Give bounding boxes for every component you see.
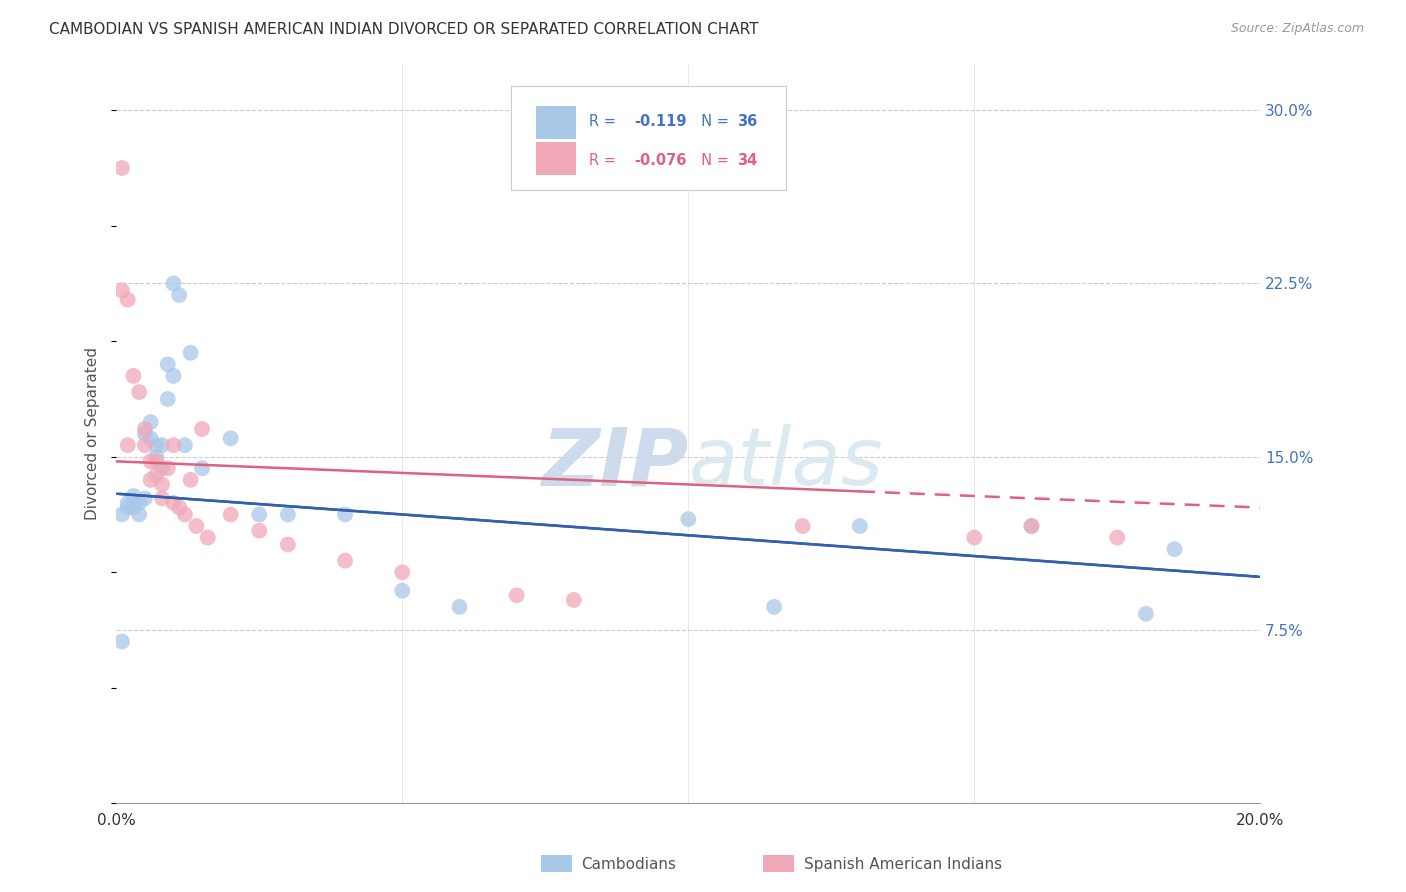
- Point: [139, 415, 162, 429]
- FancyBboxPatch shape: [536, 106, 576, 139]
- Point: [150, 438, 173, 452]
- Point: [122, 500, 145, 515]
- Point: [174, 438, 197, 452]
- Point: [117, 438, 139, 452]
- Text: 34: 34: [738, 153, 758, 168]
- Point: [134, 422, 156, 436]
- Point: [145, 454, 167, 468]
- Point: [150, 477, 173, 491]
- Point: [963, 531, 986, 545]
- Text: Source: ZipAtlas.com: Source: ZipAtlas.com: [1230, 22, 1364, 36]
- Point: [219, 431, 242, 445]
- Point: [128, 496, 150, 510]
- Text: atlas: atlas: [689, 425, 883, 502]
- Point: [145, 450, 167, 464]
- Point: [111, 284, 134, 298]
- Point: [277, 537, 299, 551]
- Point: [219, 508, 242, 522]
- FancyBboxPatch shape: [536, 142, 576, 175]
- Point: [505, 588, 527, 602]
- Text: R =: R =: [589, 114, 620, 129]
- FancyBboxPatch shape: [510, 87, 786, 190]
- Point: [162, 438, 184, 452]
- Text: 36: 36: [738, 114, 758, 129]
- Text: Spanish American Indians: Spanish American Indians: [804, 857, 1002, 871]
- Point: [1021, 519, 1043, 533]
- Point: [117, 496, 139, 510]
- Point: [111, 508, 134, 522]
- Point: [792, 519, 814, 533]
- Point: [122, 489, 145, 503]
- Point: [139, 473, 162, 487]
- Point: [139, 454, 162, 468]
- Point: [391, 566, 413, 580]
- Point: [763, 599, 786, 614]
- Point: [391, 583, 413, 598]
- Point: [150, 491, 173, 506]
- Text: R =: R =: [589, 153, 620, 168]
- Point: [145, 438, 167, 452]
- Point: [174, 508, 197, 522]
- Point: [156, 392, 179, 406]
- Point: [134, 426, 156, 441]
- Text: N =: N =: [692, 153, 733, 168]
- Point: [150, 461, 173, 475]
- Point: [191, 422, 214, 436]
- Text: CAMBODIAN VS SPANISH AMERICAN INDIAN DIVORCED OR SEPARATED CORRELATION CHART: CAMBODIAN VS SPANISH AMERICAN INDIAN DIV…: [49, 22, 759, 37]
- Point: [191, 461, 214, 475]
- Point: [849, 519, 872, 533]
- Point: [128, 385, 150, 400]
- Point: [277, 508, 299, 522]
- Point: [1135, 607, 1157, 621]
- Point: [117, 500, 139, 515]
- Point: [134, 491, 156, 506]
- Point: [186, 519, 208, 533]
- Point: [562, 593, 585, 607]
- Point: [197, 531, 219, 545]
- Point: [1107, 531, 1129, 545]
- Point: [134, 438, 156, 452]
- Point: [162, 496, 184, 510]
- Point: [333, 508, 356, 522]
- Text: -0.076: -0.076: [634, 153, 688, 168]
- Point: [139, 431, 162, 445]
- Text: ZIP: ZIP: [541, 425, 689, 502]
- Point: [122, 368, 145, 383]
- Text: Cambodians: Cambodians: [581, 857, 676, 871]
- Point: [678, 512, 700, 526]
- Y-axis label: Divorced or Separated: Divorced or Separated: [86, 347, 100, 520]
- Point: [156, 461, 179, 475]
- Point: [180, 473, 202, 487]
- Point: [111, 161, 134, 175]
- Text: -0.119: -0.119: [634, 114, 688, 129]
- Point: [111, 634, 134, 648]
- Point: [145, 468, 167, 483]
- Point: [180, 346, 202, 360]
- Point: [167, 288, 190, 302]
- Point: [449, 599, 471, 614]
- Point: [1163, 542, 1185, 557]
- Point: [162, 277, 184, 291]
- Text: N =: N =: [692, 114, 733, 129]
- Point: [128, 508, 150, 522]
- Point: [156, 357, 179, 371]
- Point: [117, 293, 139, 307]
- Point: [333, 554, 356, 568]
- Point: [247, 524, 270, 538]
- Point: [1021, 519, 1043, 533]
- Point: [167, 500, 190, 515]
- Point: [162, 368, 184, 383]
- Point: [247, 508, 270, 522]
